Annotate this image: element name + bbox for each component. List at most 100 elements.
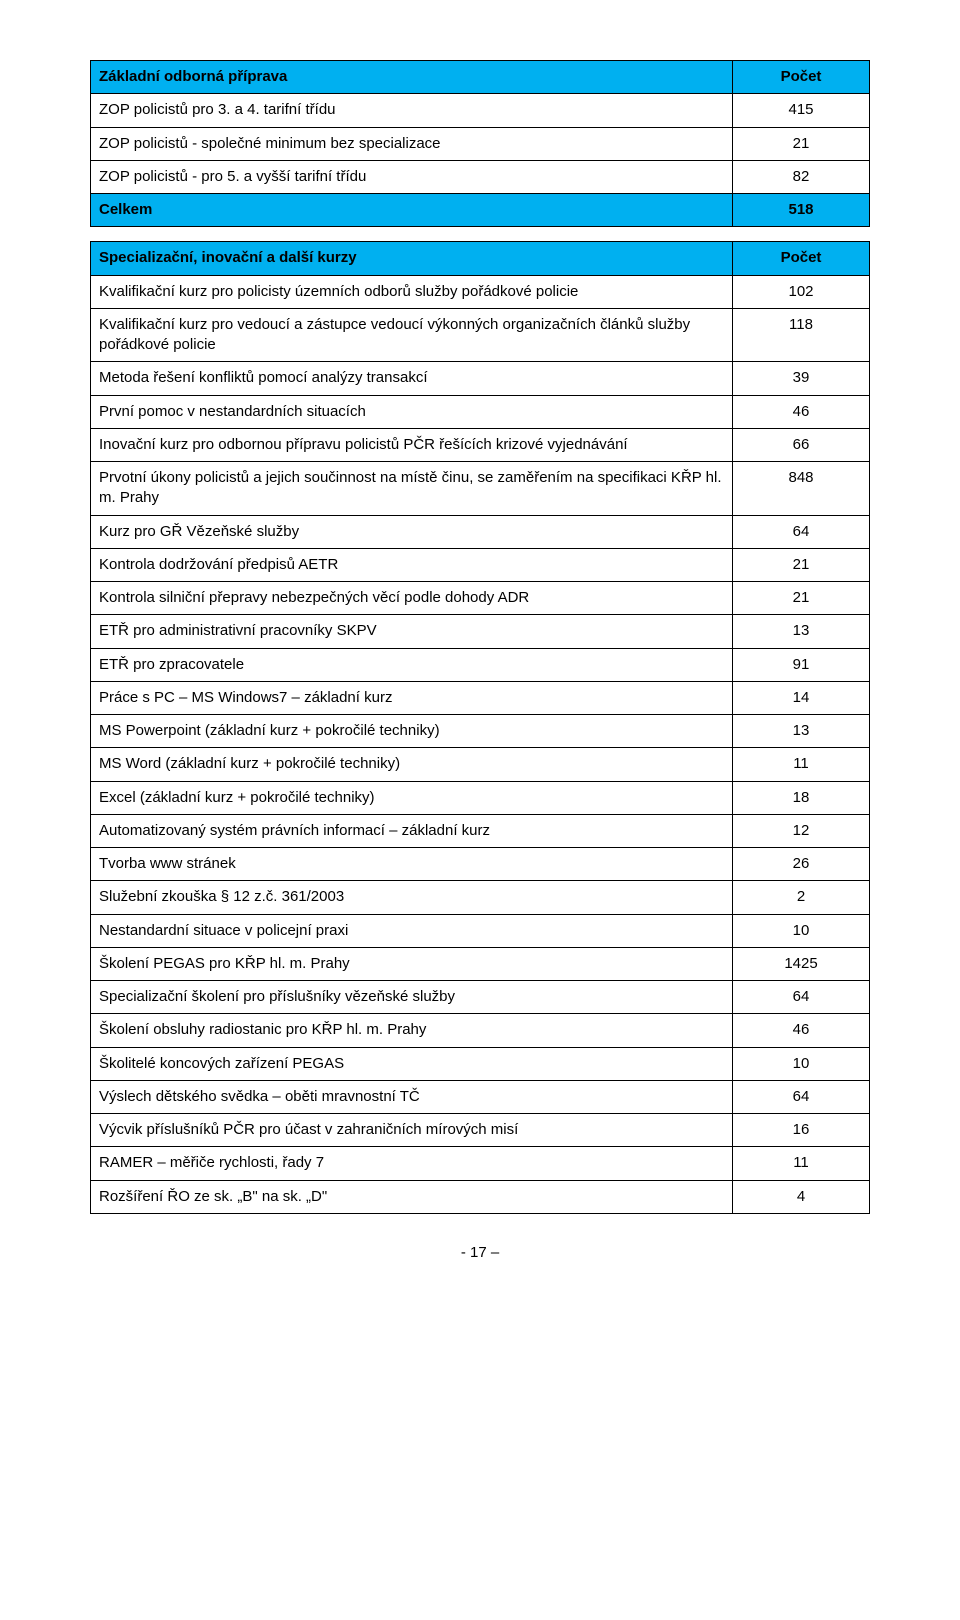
table-row: Školitelé koncových zařízení PEGAS10 <box>91 1047 870 1080</box>
table-header-row: Specializační, inovační a další kurzy Po… <box>91 242 870 275</box>
total-left: Celkem <box>91 194 733 227</box>
table-specialization-courses: Specializační, inovační a další kurzy Po… <box>90 241 870 1214</box>
cell-label: Kontrola dodržování předpisů AETR <box>91 548 733 581</box>
cell-value: 18 <box>733 781 870 814</box>
table-total-row: Celkem 518 <box>91 194 870 227</box>
cell-label: Specializační školení pro příslušníky vě… <box>91 981 733 1014</box>
table-row: ETŘ pro zpracovatele91 <box>91 648 870 681</box>
table-row: První pomoc v nestandardních situacích46 <box>91 395 870 428</box>
cell-label: Kvalifikační kurz pro vedoucí a zástupce… <box>91 308 733 362</box>
table-row: Školení obsluhy radiostanic pro KŘP hl. … <box>91 1014 870 1047</box>
table-row: ETŘ pro administrativní pracovníky SKPV1… <box>91 615 870 648</box>
table-row: Automatizovaný systém právních informací… <box>91 814 870 847</box>
table-row: Práce s PC – MS Windows7 – základní kurz… <box>91 681 870 714</box>
cell-value: 21 <box>733 582 870 615</box>
table-row: Kontrola dodržování předpisů AETR21 <box>91 548 870 581</box>
cell-label: Rozšíření ŘO ze sk. „B" na sk. „D" <box>91 1180 733 1213</box>
cell-label: Školení obsluhy radiostanic pro KŘP hl. … <box>91 1014 733 1047</box>
table-row: Služební zkouška § 12 z.č. 361/20032 <box>91 881 870 914</box>
cell-value: 11 <box>733 1147 870 1180</box>
table-row: ZOP policistů - společné minimum bez spe… <box>91 127 870 160</box>
cell-label: ETŘ pro zpracovatele <box>91 648 733 681</box>
cell-value: 13 <box>733 615 870 648</box>
table-row: ZOP policistů - pro 5. a vyšší tarifní t… <box>91 160 870 193</box>
cell-label: Nestandardní situace v policejní praxi <box>91 914 733 947</box>
table-row: Kvalifikační kurz pro vedoucí a zástupce… <box>91 308 870 362</box>
cell-label: ZOP policistů - společné minimum bez spe… <box>91 127 733 160</box>
table-row: Prvotní úkony policistů a jejich součinn… <box>91 462 870 516</box>
cell-value: 26 <box>733 848 870 881</box>
cell-label: ETŘ pro administrativní pracovníky SKPV <box>91 615 733 648</box>
cell-label: Automatizovaný systém právních informací… <box>91 814 733 847</box>
cell-label: První pomoc v nestandardních situacích <box>91 395 733 428</box>
cell-value: 12 <box>733 814 870 847</box>
cell-label: Excel (základní kurz + pokročilé technik… <box>91 781 733 814</box>
header-left: Základní odborná příprava <box>91 61 733 94</box>
page-number: - 17 – <box>90 1244 870 1261</box>
cell-value: 13 <box>733 715 870 748</box>
cell-value: 21 <box>733 548 870 581</box>
table-row: Specializační školení pro příslušníky vě… <box>91 981 870 1014</box>
total-right: 518 <box>733 194 870 227</box>
cell-value: 82 <box>733 160 870 193</box>
cell-value: 415 <box>733 94 870 127</box>
cell-value: 21 <box>733 127 870 160</box>
cell-label: Prvotní úkony policistů a jejich součinn… <box>91 462 733 516</box>
cell-value: 102 <box>733 275 870 308</box>
cell-value: 64 <box>733 1080 870 1113</box>
table-row: Kontrola silniční přepravy nebezpečných … <box>91 582 870 615</box>
cell-label: ZOP policistů pro 3. a 4. tarifní třídu <box>91 94 733 127</box>
cell-label: Kvalifikační kurz pro policisty územních… <box>91 275 733 308</box>
cell-value: 10 <box>733 914 870 947</box>
cell-label: MS Powerpoint (základní kurz + pokročilé… <box>91 715 733 748</box>
cell-label: Školitelé koncových zařízení PEGAS <box>91 1047 733 1080</box>
cell-value: 848 <box>733 462 870 516</box>
table-row: Nestandardní situace v policejní praxi10 <box>91 914 870 947</box>
table-row: Rozšíření ŘO ze sk. „B" na sk. „D"4 <box>91 1180 870 1213</box>
header-left: Specializační, inovační a další kurzy <box>91 242 733 275</box>
header-right: Počet <box>733 61 870 94</box>
cell-value: 1425 <box>733 947 870 980</box>
cell-value: 10 <box>733 1047 870 1080</box>
cell-label: Služební zkouška § 12 z.č. 361/2003 <box>91 881 733 914</box>
table-row: Metoda řešení konfliktů pomocí analýzy t… <box>91 362 870 395</box>
cell-value: 39 <box>733 362 870 395</box>
cell-label: MS Word (základní kurz + pokročilé techn… <box>91 748 733 781</box>
table-row: Tvorba www stránek26 <box>91 848 870 881</box>
cell-label: Metoda řešení konfliktů pomocí analýzy t… <box>91 362 733 395</box>
cell-label: Kurz pro GŘ Vězeňské služby <box>91 515 733 548</box>
cell-label: Tvorba www stránek <box>91 848 733 881</box>
cell-value: 4 <box>733 1180 870 1213</box>
cell-value: 66 <box>733 428 870 461</box>
table-row: MS Powerpoint (základní kurz + pokročilé… <box>91 715 870 748</box>
table-row: MS Word (základní kurz + pokročilé techn… <box>91 748 870 781</box>
cell-value: 11 <box>733 748 870 781</box>
table-row: Výslech dětského svědka – oběti mravnost… <box>91 1080 870 1113</box>
table-row: ZOP policistů pro 3. a 4. tarifní třídu4… <box>91 94 870 127</box>
cell-value: 46 <box>733 1014 870 1047</box>
cell-label: Výslech dětského svědka – oběti mravnost… <box>91 1080 733 1113</box>
table-row: Školení PEGAS pro KŘP hl. m. Prahy1425 <box>91 947 870 980</box>
cell-value: 2 <box>733 881 870 914</box>
table-row: Kurz pro GŘ Vězeňské služby64 <box>91 515 870 548</box>
table-row: Excel (základní kurz + pokročilé technik… <box>91 781 870 814</box>
table-header-row: Základní odborná příprava Počet <box>91 61 870 94</box>
table-row: Kvalifikační kurz pro policisty územních… <box>91 275 870 308</box>
cell-label: Výcvik příslušníků PČR pro účast v zahra… <box>91 1114 733 1147</box>
cell-value: 64 <box>733 981 870 1014</box>
cell-value: 14 <box>733 681 870 714</box>
table-basic-training: Základní odborná příprava Počet ZOP poli… <box>90 60 870 227</box>
table-row: RAMER – měřiče rychlosti, řady 711 <box>91 1147 870 1180</box>
cell-label: Inovační kurz pro odbornou přípravu poli… <box>91 428 733 461</box>
cell-value: 16 <box>733 1114 870 1147</box>
table-row: Inovační kurz pro odbornou přípravu poli… <box>91 428 870 461</box>
cell-label: Školení PEGAS pro KŘP hl. m. Prahy <box>91 947 733 980</box>
cell-value: 46 <box>733 395 870 428</box>
header-right: Počet <box>733 242 870 275</box>
cell-value: 118 <box>733 308 870 362</box>
cell-value: 64 <box>733 515 870 548</box>
cell-label: Kontrola silniční přepravy nebezpečných … <box>91 582 733 615</box>
cell-value: 91 <box>733 648 870 681</box>
table-row: Výcvik příslušníků PČR pro účast v zahra… <box>91 1114 870 1147</box>
cell-label: RAMER – měřiče rychlosti, řady 7 <box>91 1147 733 1180</box>
